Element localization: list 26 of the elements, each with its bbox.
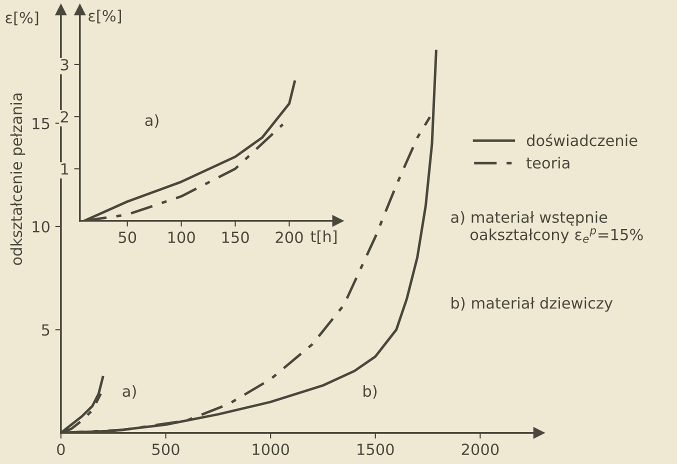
x-tick-label: 500	[152, 444, 180, 456]
y-tick-label: 15	[32, 118, 50, 130]
legend-label: teoria	[526, 156, 570, 169]
x-tick-label: 100	[168, 232, 195, 244]
y-tick-label: 2	[60, 111, 68, 122]
annotation: a)	[145, 114, 158, 128]
y-tick-label: 1	[61, 163, 68, 175]
annotation: a) materiał wstępnie oakształcony ε$_{e}$$^{p}$=15%	[451, 211, 643, 244]
x-tick-label: 50	[118, 232, 136, 244]
annotation: a)	[122, 385, 136, 399]
x-tick-label: 150	[222, 232, 249, 244]
y-tick-label: 3	[60, 58, 68, 70]
text: ε[%]	[6, 12, 38, 26]
x-axis-title: t[h]	[310, 230, 337, 244]
y-axis-title: odkształcenie pełzania	[10, 94, 26, 265]
annotation: b) materiał dziewiczy	[452, 296, 613, 312]
y-axis-title: ε[%]	[88, 10, 122, 24]
x-tick-label: 0	[57, 444, 65, 456]
y-tick-label: 5	[42, 324, 50, 336]
x-tick-label: 1000	[252, 444, 289, 456]
x-tick-label: 2000	[462, 444, 499, 456]
y-tick-label: 10	[32, 220, 50, 233]
x-tick-label: 200	[276, 232, 303, 244]
x-tick-label: 1500	[358, 444, 394, 456]
annotation: b)	[364, 385, 377, 399]
legend-label: doświadczenie	[526, 134, 638, 146]
